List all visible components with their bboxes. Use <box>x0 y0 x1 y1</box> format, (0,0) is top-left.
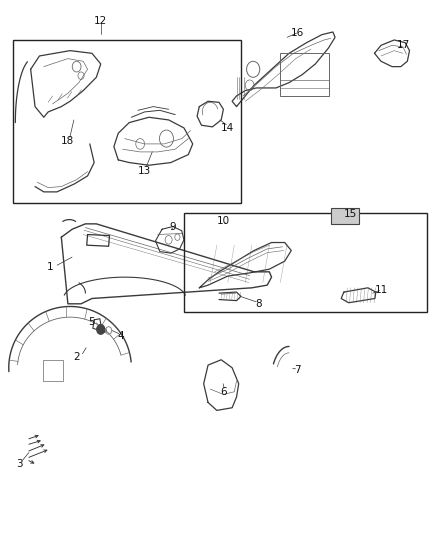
Text: 17: 17 <box>396 41 410 50</box>
Text: 15: 15 <box>344 209 357 219</box>
Text: 5: 5 <box>88 318 95 327</box>
Bar <box>13 40 241 203</box>
Bar <box>331 208 359 224</box>
Text: 10: 10 <box>217 216 230 226</box>
Bar <box>43 360 63 381</box>
Text: 7: 7 <box>294 366 301 375</box>
Text: 13: 13 <box>138 166 151 175</box>
Circle shape <box>97 325 105 334</box>
Bar <box>184 213 427 312</box>
Text: 6: 6 <box>220 387 227 397</box>
Text: 16: 16 <box>291 28 304 38</box>
Text: 2: 2 <box>73 352 80 362</box>
Bar <box>280 53 328 96</box>
Text: 3: 3 <box>16 459 23 469</box>
Text: 4: 4 <box>117 331 124 341</box>
Text: 1: 1 <box>47 262 54 271</box>
Text: 8: 8 <box>255 299 262 309</box>
Text: 9: 9 <box>170 222 177 231</box>
Text: 11: 11 <box>374 286 388 295</box>
Text: 12: 12 <box>94 17 107 26</box>
Text: 18: 18 <box>61 136 74 146</box>
Text: 14: 14 <box>221 123 234 133</box>
